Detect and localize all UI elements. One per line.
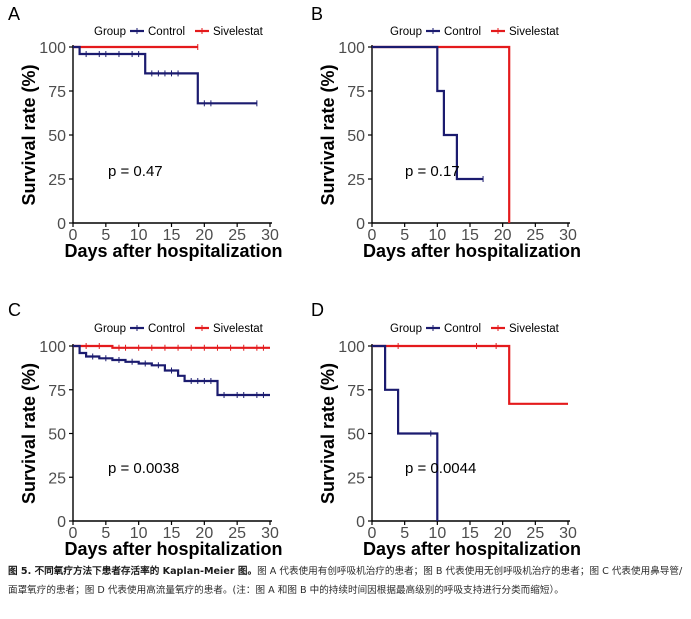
legend-label-control: Control [148, 26, 185, 38]
km-curve-sivelestat [73, 344, 270, 349]
x-axis-title: Days after hospitalization [363, 539, 581, 559]
x-tick-label: 15 [461, 525, 479, 542]
x-tick-label: 10 [130, 525, 148, 542]
km-curve-control [73, 45, 257, 105]
x-axis-title: Days after hospitalization [64, 539, 282, 559]
y-tick-label: 100 [39, 339, 66, 356]
caption-text: 图 A 代表使用有创呼吸机治疗的患者；图 B 代表使用无创呼吸机治疗的患者；图 … [8, 566, 683, 596]
y-tick-label: 100 [39, 40, 66, 57]
legend-label-sivelestat: Sivelestat [509, 323, 560, 335]
p-value-annotation: p = 0.47 [108, 163, 163, 180]
km-curve-control [372, 344, 439, 521]
legend-title: Group [94, 323, 126, 335]
p-value-annotation: p = 0.0038 [108, 460, 179, 477]
y-axis-title: Survival rate (%) [318, 64, 338, 205]
legend-label-control: Control [444, 323, 481, 335]
y-tick-label: 50 [347, 128, 365, 145]
legend-title: Group [390, 26, 422, 38]
y-tick-label: 0 [57, 514, 66, 531]
y-tick-label: 50 [48, 427, 66, 444]
caption-label: 图 5. 不同氧疗方法下患者存活率的 Kaplan-Meier 图。 [8, 566, 258, 577]
panel-a: A Group Control Sivelestat 0 25 50 75 100 0 5 10 15 2… [8, 4, 283, 261]
y-axis-title: Survival rate (%) [318, 363, 338, 504]
y-tick-label: 100 [338, 40, 365, 57]
legend-title: Group [94, 26, 126, 38]
x-tick-label: 0 [69, 525, 78, 542]
panel-letter: A [8, 4, 20, 24]
panel-d: D Group Control Sivelestat 0 25 50 75 100 0 5 10 15 2… [311, 300, 581, 559]
legend-label-sivelestat: Sivelestat [213, 26, 264, 38]
y-tick-label: 75 [347, 383, 365, 400]
y-tick-label: 75 [347, 84, 365, 101]
y-tick-label: 75 [48, 383, 66, 400]
x-tick-label: 15 [163, 227, 181, 244]
x-tick-label: 0 [69, 227, 78, 244]
x-tick-label: 25 [526, 525, 544, 542]
x-tick-label: 5 [400, 227, 409, 244]
km-curve-control [372, 45, 484, 181]
km-curve-sivelestat [372, 344, 568, 405]
p-value-annotation: p = 0.0044 [405, 460, 476, 477]
x-tick-label: 20 [195, 227, 213, 244]
y-tick-label: 0 [356, 514, 365, 531]
panel-c: C Group Control Sivelestat 0 25 50 75 100 0 5 10 15 2… [8, 300, 283, 559]
legend-title: Group [390, 323, 422, 335]
y-axis-title: Survival rate (%) [19, 64, 39, 205]
panel-b: B Group Control Sivelestat 0 25 50 75 100 0 5 10 15 2… [311, 4, 581, 261]
figure-caption: 图 5. 不同氧疗方法下患者存活率的 Kaplan-Meier 图。图 A 代表… [8, 562, 684, 600]
y-tick-label: 75 [48, 84, 66, 101]
x-axis-title: Days after hospitalization [363, 241, 581, 261]
panel-letter: C [8, 300, 21, 320]
x-tick-label: 25 [228, 525, 246, 542]
y-tick-label: 50 [48, 128, 66, 145]
y-tick-label: 25 [347, 172, 365, 189]
x-tick-label: 5 [101, 227, 110, 244]
legend-label-sivelestat: Sivelestat [213, 323, 264, 335]
x-tick-label: 30 [261, 227, 279, 244]
km-curve-sivelestat [372, 45, 511, 223]
legend-label-control: Control [444, 26, 481, 38]
x-tick-label: 30 [559, 227, 577, 244]
p-value-annotation: p = 0.17 [405, 163, 460, 180]
x-tick-label: 30 [559, 525, 577, 542]
legend-label-sivelestat: Sivelestat [509, 26, 560, 38]
x-tick-label: 10 [428, 227, 446, 244]
x-tick-label: 5 [400, 525, 409, 542]
x-tick-label: 20 [494, 227, 512, 244]
x-tick-label: 20 [494, 525, 512, 542]
km-curve-control [73, 344, 270, 397]
y-tick-label: 50 [347, 427, 365, 444]
x-tick-label: 0 [368, 525, 377, 542]
x-tick-label: 25 [228, 227, 246, 244]
x-tick-label: 10 [130, 227, 148, 244]
x-tick-label: 30 [261, 525, 279, 542]
y-tick-label: 25 [48, 172, 66, 189]
x-tick-label: 25 [526, 227, 544, 244]
y-tick-label: 25 [347, 470, 365, 487]
legend-label-control: Control [148, 323, 185, 335]
x-axis-title: Days after hospitalization [64, 241, 282, 261]
x-tick-label: 15 [163, 525, 181, 542]
x-tick-label: 0 [368, 227, 377, 244]
panel-letter: B [311, 4, 323, 24]
panel-letter: D [311, 300, 324, 320]
x-tick-label: 10 [428, 525, 446, 542]
x-tick-label: 5 [101, 525, 110, 542]
y-tick-label: 0 [57, 216, 66, 233]
x-tick-label: 15 [461, 227, 479, 244]
y-tick-label: 0 [356, 216, 365, 233]
y-axis-title: Survival rate (%) [19, 363, 39, 504]
y-tick-label: 25 [48, 470, 66, 487]
x-tick-label: 20 [195, 525, 213, 542]
y-tick-label: 100 [338, 339, 365, 356]
